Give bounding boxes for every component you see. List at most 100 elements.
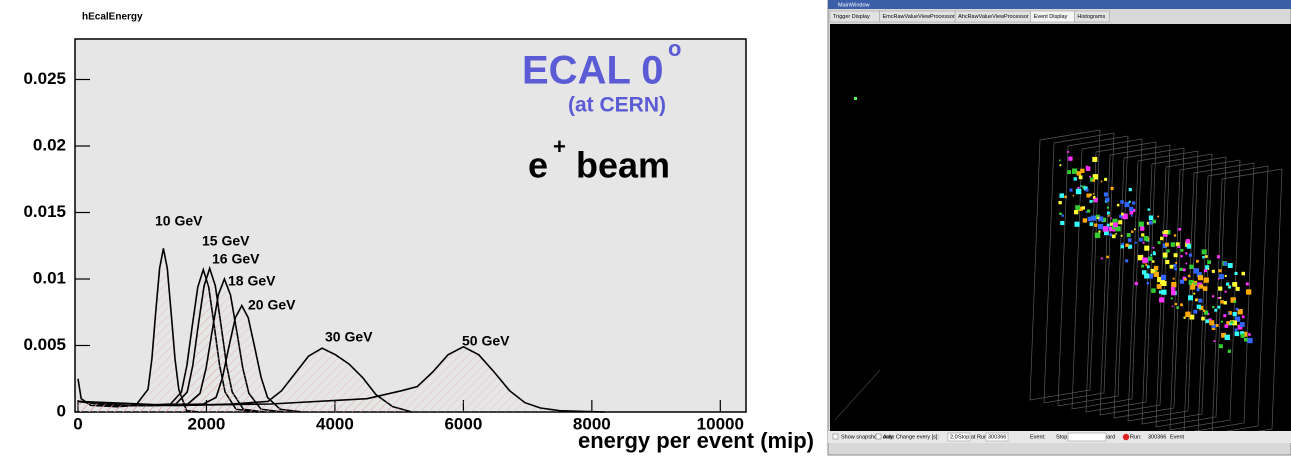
tab-label: Trigger Display [833,14,870,20]
hit [1208,268,1210,270]
hit [1109,233,1112,236]
hit [1083,218,1087,222]
hit [1248,333,1251,336]
hit [1107,212,1110,215]
hit [1241,334,1245,338]
hit [1125,202,1130,207]
hit [1193,310,1197,314]
hit [1187,244,1192,249]
hit [1092,179,1095,182]
hit [1184,278,1187,281]
hit [1214,309,1217,312]
hit [1174,253,1178,257]
hit [1107,207,1109,209]
hit [1247,338,1252,343]
hit [1171,291,1176,296]
hit [1120,200,1124,204]
checkbox[interactable] [833,434,838,439]
hit [1161,275,1166,280]
hit [1087,209,1090,212]
hit [1153,247,1155,249]
series-label: 50 GeV [462,333,510,349]
hit [1108,215,1110,217]
hit [1223,314,1226,317]
tab-label: AhcRawValueViewProcessor [958,14,1029,20]
hit [1092,157,1097,162]
hit [1198,275,1203,280]
hit [1070,189,1073,192]
hit [1165,243,1169,247]
hit [1074,210,1078,214]
hit [1163,253,1168,258]
hit [1107,224,1110,227]
tab-bar: Trigger DisplayEmcRawValueViewProcessorA… [830,11,1109,22]
hit [1194,283,1196,285]
hit [1204,269,1207,272]
hit [1142,258,1147,263]
hit [1145,264,1147,266]
hit [1225,275,1227,277]
hit [1185,312,1190,317]
hit [1233,312,1237,316]
control-label[interactable]: Stop [1056,434,1067,440]
checkbox[interactable] [876,434,881,439]
x-tick-label: 6000 [444,414,482,433]
hit [1217,306,1220,309]
annotation: e [528,145,548,186]
hit [1202,249,1207,254]
hit [1059,201,1062,204]
hit [1104,192,1108,196]
hit [1110,217,1112,219]
hit [1212,306,1214,308]
hit [1129,201,1131,203]
series-label: 16 GeV [212,251,260,267]
hit [1220,300,1224,304]
hit [1228,312,1230,314]
control-label: Run: [1130,434,1142,440]
stop-icon[interactable] [1123,434,1129,440]
hit [1173,264,1176,267]
hit [1171,242,1176,247]
hit [1121,243,1124,246]
hit [1180,280,1184,284]
hit [1236,287,1240,291]
series-label: 20 GeV [248,297,296,313]
hit [1143,242,1145,244]
control-label[interactable]: Auto Change every [s]: [883,434,939,440]
control-label: Event: [1030,434,1046,440]
hit [1112,235,1116,239]
hit [1075,205,1080,210]
hit [1228,263,1233,268]
hit [1062,215,1064,217]
hit [1148,257,1152,261]
hit [1236,308,1239,311]
page: {"chart_data": {"type": "line", "title":… [0,0,1291,461]
hit [1212,295,1214,297]
tab-label: Histograms [1077,14,1105,20]
hit [1079,176,1083,180]
hit [1077,171,1082,176]
hit [1059,160,1061,162]
hit [1125,259,1128,262]
hit [1121,245,1124,248]
hit [1098,224,1103,229]
hit [1193,293,1195,295]
hit [1197,305,1201,309]
series-label: 10 GeV [155,213,203,229]
hit [1151,288,1156,293]
input-field[interactable] [1068,433,1106,441]
hit [1098,231,1100,233]
hit [1139,222,1144,227]
hit [1105,198,1109,202]
hit [1196,260,1199,263]
hit [1067,151,1069,153]
hit [1150,254,1152,256]
hit [1165,260,1169,264]
hit [1121,235,1123,237]
hit [1174,268,1177,271]
hit [1181,249,1184,252]
hit [1246,289,1251,294]
hit [1073,195,1075,197]
hit [1199,284,1203,288]
hit [1125,244,1128,247]
